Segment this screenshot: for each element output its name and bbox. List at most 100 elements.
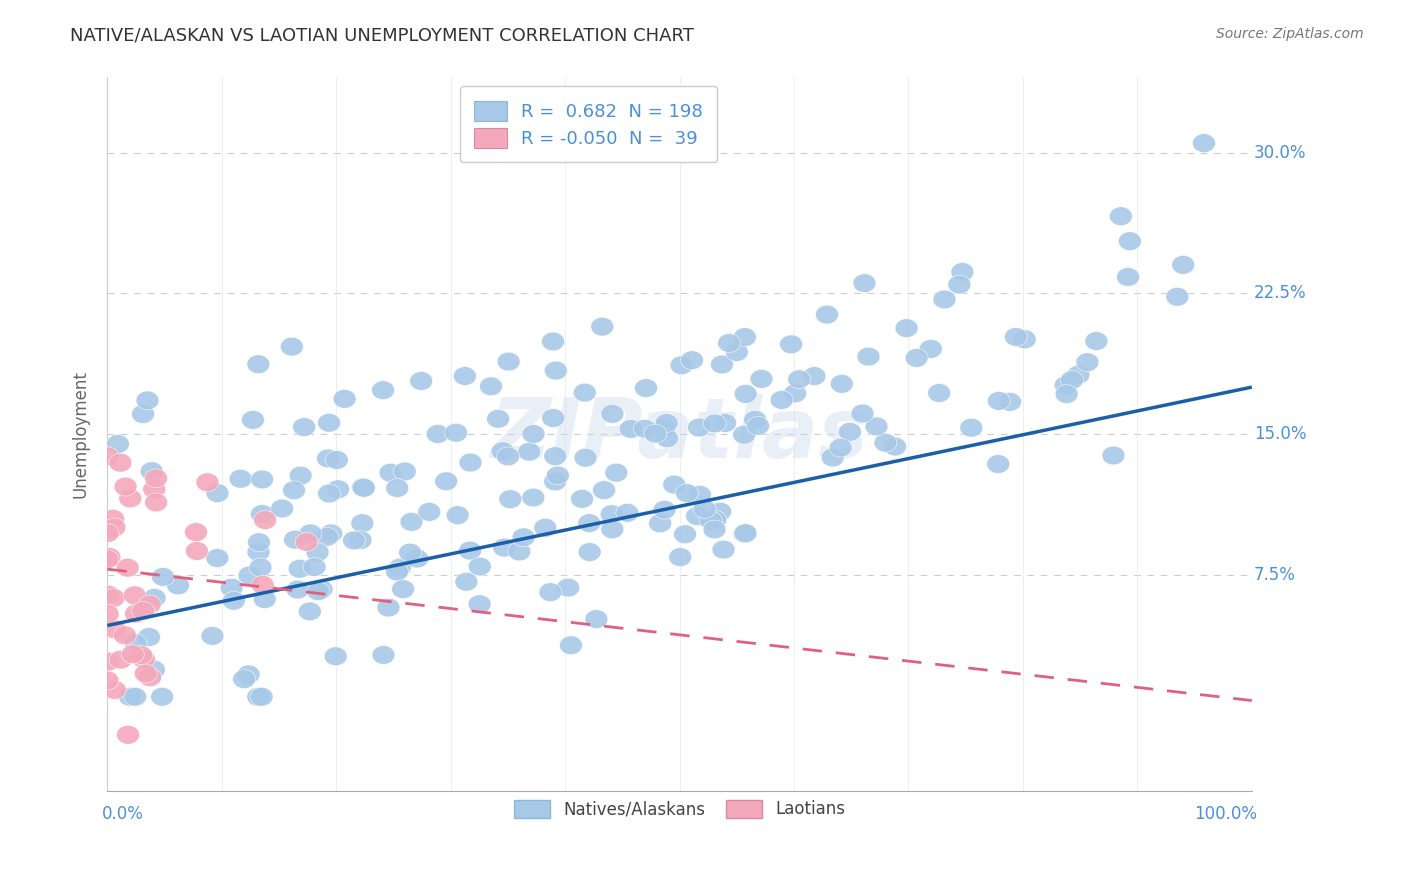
Ellipse shape: [681, 351, 703, 369]
Ellipse shape: [815, 305, 838, 324]
Ellipse shape: [166, 576, 190, 595]
Ellipse shape: [117, 558, 139, 577]
Ellipse shape: [232, 670, 256, 689]
Ellipse shape: [1118, 232, 1142, 251]
Ellipse shape: [717, 334, 741, 352]
Ellipse shape: [655, 429, 679, 448]
Ellipse shape: [311, 580, 333, 599]
Ellipse shape: [557, 578, 579, 597]
Ellipse shape: [671, 356, 693, 375]
Ellipse shape: [803, 367, 825, 385]
Ellipse shape: [325, 450, 349, 469]
Ellipse shape: [544, 447, 567, 466]
Ellipse shape: [600, 520, 624, 539]
Ellipse shape: [132, 649, 155, 668]
Ellipse shape: [704, 510, 727, 529]
Ellipse shape: [700, 511, 723, 530]
Text: Source: ZipAtlas.com: Source: ZipAtlas.com: [1216, 27, 1364, 41]
Ellipse shape: [426, 425, 449, 443]
Ellipse shape: [207, 483, 229, 502]
Ellipse shape: [858, 347, 880, 366]
Ellipse shape: [458, 541, 481, 560]
Ellipse shape: [905, 349, 928, 368]
Ellipse shape: [749, 369, 773, 388]
Ellipse shape: [600, 404, 624, 423]
Ellipse shape: [434, 472, 457, 491]
Ellipse shape: [120, 489, 142, 508]
Ellipse shape: [392, 580, 415, 599]
Ellipse shape: [783, 384, 807, 403]
Ellipse shape: [253, 511, 277, 530]
Ellipse shape: [385, 479, 409, 498]
Ellipse shape: [734, 327, 756, 346]
Ellipse shape: [591, 318, 614, 336]
Ellipse shape: [508, 542, 530, 561]
Ellipse shape: [288, 559, 311, 578]
Ellipse shape: [460, 453, 482, 472]
Ellipse shape: [592, 481, 616, 500]
Ellipse shape: [242, 410, 264, 429]
Ellipse shape: [124, 688, 146, 706]
Ellipse shape: [541, 332, 564, 351]
Ellipse shape: [634, 379, 658, 398]
Text: 30.0%: 30.0%: [1254, 144, 1306, 161]
Ellipse shape: [250, 505, 273, 524]
Ellipse shape: [385, 562, 408, 581]
Ellipse shape: [353, 478, 375, 497]
Ellipse shape: [634, 419, 657, 438]
Ellipse shape: [401, 513, 423, 532]
Ellipse shape: [950, 262, 974, 281]
Ellipse shape: [114, 477, 136, 496]
Ellipse shape: [875, 434, 897, 452]
Ellipse shape: [247, 533, 270, 551]
Ellipse shape: [454, 367, 477, 385]
Ellipse shape: [221, 578, 243, 597]
Ellipse shape: [662, 475, 686, 494]
Ellipse shape: [468, 558, 491, 576]
Ellipse shape: [491, 442, 515, 460]
Ellipse shape: [352, 478, 374, 497]
Text: 15.0%: 15.0%: [1254, 425, 1306, 443]
Ellipse shape: [928, 384, 950, 402]
Ellipse shape: [307, 582, 329, 600]
Ellipse shape: [118, 688, 142, 706]
Ellipse shape: [1056, 384, 1078, 403]
Ellipse shape: [652, 418, 676, 437]
Ellipse shape: [920, 340, 942, 359]
Ellipse shape: [132, 601, 155, 620]
Ellipse shape: [205, 549, 229, 567]
Ellipse shape: [97, 585, 120, 604]
Ellipse shape: [655, 414, 678, 433]
Ellipse shape: [142, 660, 166, 679]
Ellipse shape: [318, 484, 340, 503]
Ellipse shape: [1192, 134, 1215, 153]
Ellipse shape: [152, 567, 174, 586]
Ellipse shape: [675, 483, 699, 502]
Ellipse shape: [499, 490, 522, 508]
Ellipse shape: [103, 589, 125, 607]
Ellipse shape: [669, 548, 692, 566]
Ellipse shape: [1102, 446, 1125, 465]
Ellipse shape: [703, 520, 725, 539]
Ellipse shape: [373, 646, 395, 665]
Ellipse shape: [377, 599, 399, 617]
Ellipse shape: [830, 438, 852, 457]
Ellipse shape: [987, 455, 1010, 474]
Ellipse shape: [1004, 327, 1028, 346]
Ellipse shape: [349, 531, 373, 549]
Ellipse shape: [934, 290, 956, 309]
Ellipse shape: [574, 384, 596, 402]
Ellipse shape: [316, 527, 339, 546]
Ellipse shape: [195, 473, 219, 491]
Ellipse shape: [253, 590, 276, 608]
Ellipse shape: [145, 493, 167, 512]
Ellipse shape: [318, 413, 340, 432]
Y-axis label: Unemployment: Unemployment: [72, 370, 89, 498]
Ellipse shape: [371, 381, 395, 400]
Ellipse shape: [114, 626, 136, 645]
Ellipse shape: [787, 370, 811, 389]
Ellipse shape: [711, 541, 735, 559]
Ellipse shape: [733, 524, 756, 543]
Ellipse shape: [418, 502, 440, 521]
Ellipse shape: [238, 566, 262, 585]
